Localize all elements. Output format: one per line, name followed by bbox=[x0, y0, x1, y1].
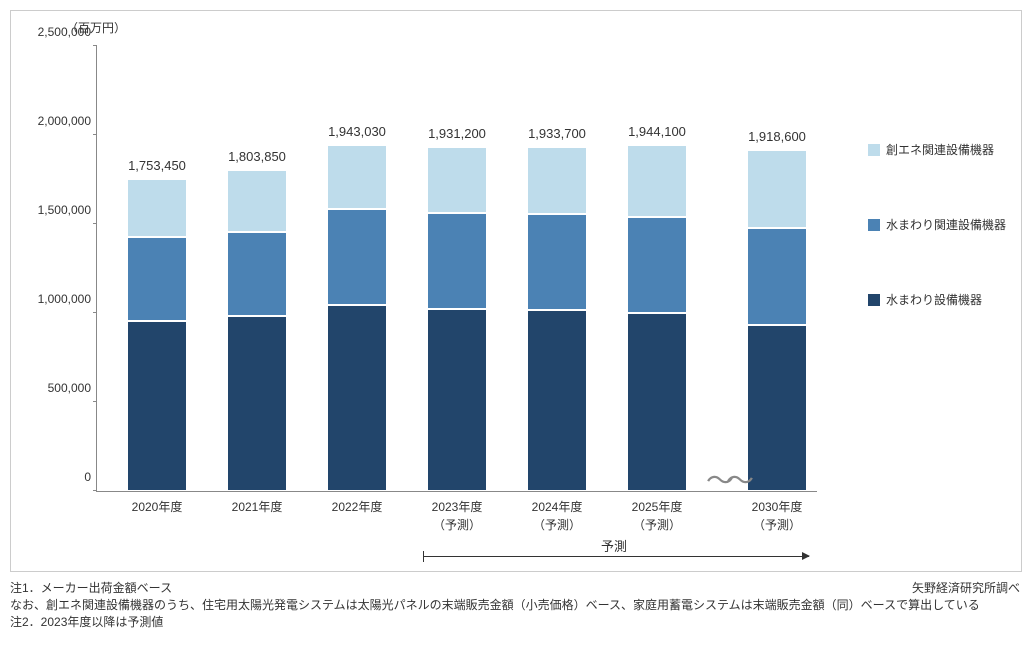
y-tick-label: 2,500,000 bbox=[38, 25, 97, 39]
legend-item: 水まわり関連設備機器 bbox=[868, 216, 1006, 233]
note-2: 注2．2023年度以降は予測値 bbox=[10, 614, 1020, 631]
bar-total-label: 1,944,100 bbox=[628, 124, 686, 145]
forecast-label: 予測 bbox=[601, 536, 627, 555]
bar-group: 1,931,200 bbox=[427, 147, 487, 491]
note-1b: なお、創エネ関連設備機器のうち、住宅用太陽光発電システムは太陽光パネルの末端販売… bbox=[10, 597, 1020, 614]
bar-group: 1,753,450 bbox=[127, 179, 187, 491]
bar-group: 1,803,850 bbox=[227, 170, 287, 491]
forecast-arrow bbox=[424, 556, 809, 557]
axis-break-mark: 〜〜 bbox=[706, 459, 746, 499]
x-axis-label: 2020年度 bbox=[117, 498, 197, 516]
bar-total-label: 1,931,200 bbox=[428, 126, 486, 147]
y-tick-mark bbox=[93, 45, 97, 46]
x-axis-label: 2025年度 （予測） bbox=[617, 498, 697, 534]
source: 矢野経済研究所調べ bbox=[912, 580, 1020, 597]
bar-segment-mizu_related bbox=[127, 237, 187, 321]
x-axis-label: 2023年度 （予測） bbox=[417, 498, 497, 534]
legend-label: 水まわり設備機器 bbox=[886, 291, 982, 308]
bar-segment-souene bbox=[427, 147, 487, 213]
bar-segment-mizu_equip bbox=[627, 313, 687, 491]
bar-segment-mizu_equip bbox=[127, 321, 187, 491]
bar-segment-mizu_equip bbox=[327, 305, 387, 491]
legend-swatch bbox=[868, 294, 880, 306]
bar-total-label: 1,918,600 bbox=[748, 129, 806, 150]
bar-segment-mizu_equip bbox=[747, 325, 807, 491]
bar-group: 1,943,030 bbox=[327, 145, 387, 491]
bar-segment-souene bbox=[527, 147, 587, 214]
legend-item: 水まわり設備機器 bbox=[868, 291, 1006, 308]
y-tick-mark bbox=[93, 401, 97, 402]
legend-label: 水まわり関連設備機器 bbox=[886, 216, 1006, 233]
x-axis-label: 2024年度 （予測） bbox=[517, 498, 597, 534]
x-axis-label: 2022年度 bbox=[317, 498, 397, 516]
y-tick-label: 500,000 bbox=[48, 381, 97, 395]
y-tick-mark bbox=[93, 312, 97, 313]
bar-segment-mizu_related bbox=[527, 214, 587, 310]
y-tick-label: 0 bbox=[84, 470, 97, 484]
bar-total-label: 1,753,450 bbox=[128, 158, 186, 179]
note-1: 注1．メーカー出荷金額ベース bbox=[10, 580, 172, 597]
plot-area: 0500,0001,000,0001,500,0002,000,0002,500… bbox=[96, 46, 817, 492]
x-axis-label: 2030年度 （予測） bbox=[737, 498, 817, 534]
bar-total-label: 1,803,850 bbox=[228, 149, 286, 170]
bar-segment-souene bbox=[327, 145, 387, 209]
bar-group: 1,944,100 bbox=[627, 145, 687, 491]
bar-segment-mizu_equip bbox=[527, 310, 587, 491]
bar-segment-souene bbox=[747, 150, 807, 229]
bar-total-label: 1,943,030 bbox=[328, 124, 386, 145]
x-axis-label: 2021年度 bbox=[217, 498, 297, 516]
y-tick-mark bbox=[93, 223, 97, 224]
y-tick-label: 1,500,000 bbox=[38, 203, 97, 217]
bar-segment-mizu_related bbox=[327, 209, 387, 305]
bar-segment-mizu_equip bbox=[427, 309, 487, 491]
bar-total-label: 1,933,700 bbox=[528, 126, 586, 147]
legend: 創エネ関連設備機器水まわり関連設備機器水まわり設備機器 bbox=[868, 141, 1006, 366]
y-tick-label: 1,000,000 bbox=[38, 292, 97, 306]
legend-swatch bbox=[868, 144, 880, 156]
bar-segment-souene bbox=[227, 170, 287, 232]
legend-swatch bbox=[868, 219, 880, 231]
bar-segment-souene bbox=[127, 179, 187, 237]
bar-segment-mizu_related bbox=[627, 217, 687, 313]
bar-segment-mizu_related bbox=[227, 232, 287, 316]
bar-segment-mizu_equip bbox=[227, 316, 287, 491]
chart-container: （百万円） 0500,0001,000,0001,500,0002,000,00… bbox=[10, 10, 1022, 572]
bar-group: 1,933,700 bbox=[527, 147, 587, 491]
bar-segment-souene bbox=[627, 145, 687, 217]
footnotes: 注1．メーカー出荷金額ベース 矢野経済研究所調べ なお、創エネ関連設備機器のうち… bbox=[10, 580, 1020, 630]
y-tick-mark bbox=[93, 490, 97, 491]
legend-label: 創エネ関連設備機器 bbox=[886, 141, 994, 158]
bar-segment-mizu_related bbox=[747, 228, 807, 324]
y-tick-label: 2,000,000 bbox=[38, 114, 97, 128]
bar-group: 1,918,600 bbox=[747, 150, 807, 491]
bar-segment-mizu_related bbox=[427, 213, 487, 309]
y-tick-mark bbox=[93, 134, 97, 135]
legend-item: 創エネ関連設備機器 bbox=[868, 141, 1006, 158]
